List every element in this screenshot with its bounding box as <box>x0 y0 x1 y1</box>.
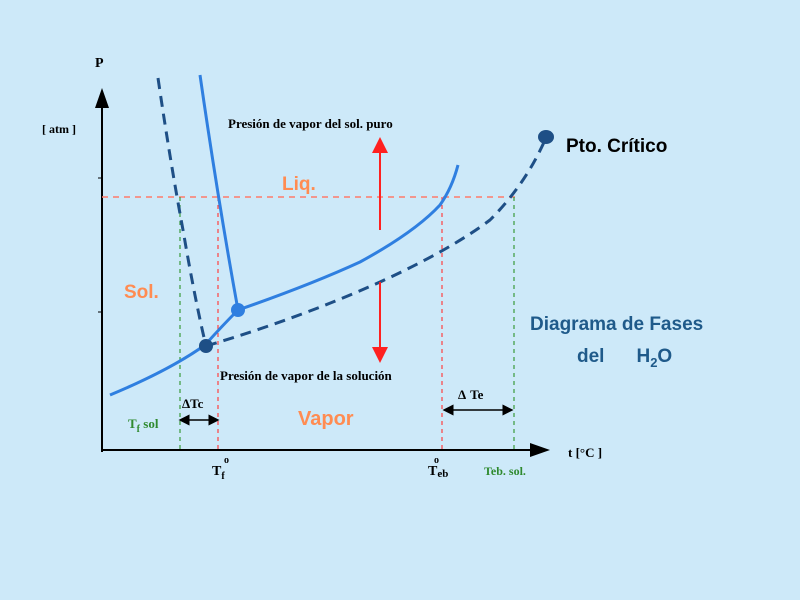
delta-tc-symbol: Δ <box>182 396 190 411</box>
teb-main: T <box>428 464 438 479</box>
pure-vaporization-curve <box>237 164 460 312</box>
x-axis-arrow-icon <box>530 443 550 457</box>
region-vapor-label: Vapor <box>298 408 354 430</box>
delta-tc-label: ΔTc <box>182 396 204 411</box>
critical-point <box>538 130 554 144</box>
delta-te-label: Δ Te <box>458 387 484 402</box>
tf-sol-tail: sol <box>140 416 159 431</box>
teb-label: Teb <box>428 464 448 480</box>
region-solid-label: Sol. <box>124 282 159 303</box>
pure-vapor-pressure-label: Presión de vapor del sol. puro <box>228 116 393 131</box>
solution-vaporization-curve <box>205 139 547 348</box>
title-sub-2: 2 <box>650 355 657 370</box>
teb-sub: eb <box>437 468 448 480</box>
teb-sol-label: Teb. sol. <box>484 464 526 478</box>
tf-sub: f <box>221 471 225 482</box>
critical-point-label: Pto. Crítico <box>566 136 667 157</box>
y-axis-symbol: P <box>95 56 104 71</box>
x-axis-unit: t [°C ] <box>568 445 602 460</box>
teb-sup: o <box>434 455 439 466</box>
title-h: H <box>636 346 650 367</box>
tf-sol-label: Tf sol <box>128 416 159 435</box>
tf-sup: o <box>224 455 229 466</box>
tf-label: Tf <box>212 464 225 482</box>
tf-sol-sub: f <box>137 424 141 435</box>
pure-sublimation-curve <box>109 308 240 397</box>
y-axis-arrow-icon <box>95 88 109 108</box>
pure-triple-point <box>231 303 245 317</box>
title-o: O <box>657 346 672 367</box>
region-liquid-label: Liq. <box>282 174 316 195</box>
diagram-title-line2: del H2O <box>577 346 672 370</box>
title-del: del <box>577 346 604 367</box>
delta-te-symbol: Δ <box>458 387 466 402</box>
tf-sol-main: T <box>128 416 137 431</box>
solution-vapor-pressure-label: Presión de vapor de la solución <box>220 368 393 383</box>
tf-main: T <box>212 464 222 479</box>
diagram-title-line1: Diagrama de Fases <box>530 314 703 335</box>
pure-fusion-curve <box>198 74 240 311</box>
delta-te-text: Te <box>470 387 483 402</box>
solution-fusion-curve <box>156 77 208 347</box>
solution-triple-point <box>199 339 213 353</box>
y-axis-unit: [ atm ] <box>42 122 76 136</box>
delta-tc-text: Tc <box>190 396 203 411</box>
